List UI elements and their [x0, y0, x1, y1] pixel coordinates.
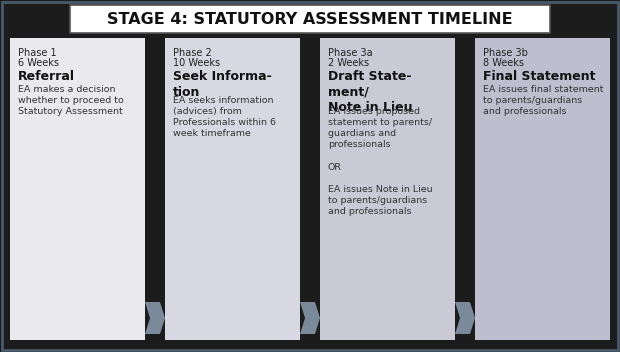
FancyBboxPatch shape: [10, 38, 145, 340]
Text: Seek Informa-
tion: Seek Informa- tion: [173, 70, 272, 99]
Text: EA seeks information
(advices) from
Professionals within 6
week timeframe: EA seeks information (advices) from Prof…: [173, 96, 276, 138]
Text: 10 Weeks: 10 Weeks: [173, 58, 220, 68]
Text: Phase 3a: Phase 3a: [328, 48, 373, 58]
Text: 6 Weeks: 6 Weeks: [18, 58, 59, 68]
Polygon shape: [455, 302, 475, 334]
Text: EA issues proposed
statement to parents/
guardians and
professionals

OR

EA iss: EA issues proposed statement to parents/…: [328, 107, 433, 216]
Polygon shape: [300, 302, 320, 334]
FancyBboxPatch shape: [475, 38, 610, 340]
Text: 8 Weeks: 8 Weeks: [483, 58, 524, 68]
FancyBboxPatch shape: [70, 5, 550, 33]
Text: Draft State-
ment/
Note in Lieu: Draft State- ment/ Note in Lieu: [328, 70, 412, 114]
Text: Final Statement: Final Statement: [483, 70, 595, 83]
FancyBboxPatch shape: [165, 38, 300, 340]
Text: Phase 1: Phase 1: [18, 48, 56, 58]
Text: EA issues final statement
to parents/guardians
and professionals: EA issues final statement to parents/gua…: [483, 85, 603, 116]
Text: STAGE 4: STATUTORY ASSESSMENT TIMELINE: STAGE 4: STATUTORY ASSESSMENT TIMELINE: [107, 12, 513, 26]
Polygon shape: [145, 302, 165, 334]
FancyBboxPatch shape: [320, 38, 455, 340]
Text: Phase 3b: Phase 3b: [483, 48, 528, 58]
Text: Referral: Referral: [18, 70, 75, 83]
Text: EA makes a decision
whether to proceed to
Statutory Assessment: EA makes a decision whether to proceed t…: [18, 85, 124, 116]
Text: 2 Weeks: 2 Weeks: [328, 58, 369, 68]
Text: Phase 2: Phase 2: [173, 48, 212, 58]
